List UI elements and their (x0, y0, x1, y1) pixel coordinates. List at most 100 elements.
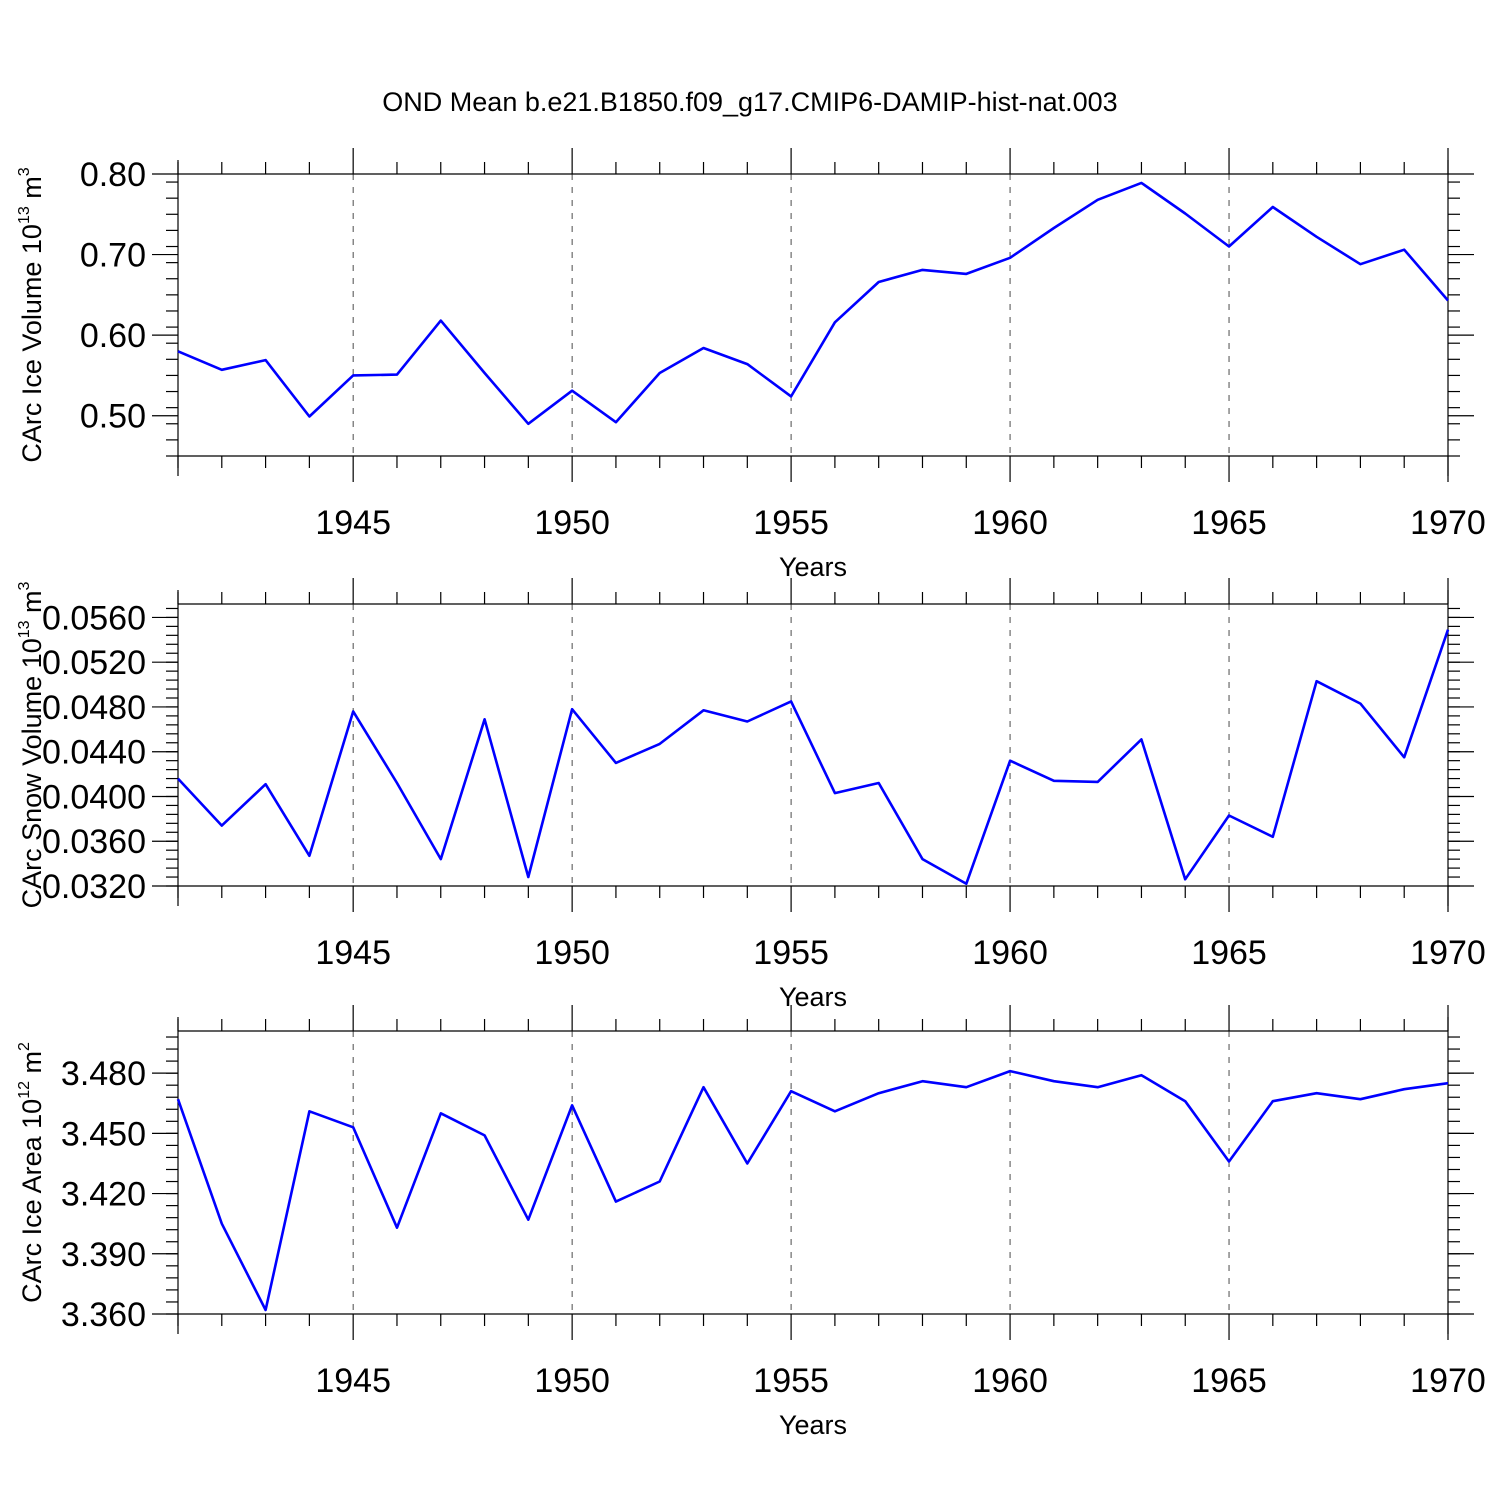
y-tick-label: 0.0320 (42, 868, 146, 906)
data-point (570, 1103, 574, 1107)
data-point (1271, 1099, 1275, 1103)
data-point (877, 1091, 881, 1095)
data-point (483, 1133, 487, 1137)
data-point (1271, 205, 1275, 209)
x-tick-label: 1960 (972, 504, 1048, 542)
data-point (1402, 248, 1406, 252)
x-tick-label: 1970 (1410, 504, 1486, 542)
data-point (351, 373, 355, 377)
x-axis-title: Years (779, 982, 847, 1012)
data-point (964, 1085, 968, 1089)
data-point (439, 857, 443, 861)
y-tick-label: 0.80 (80, 156, 146, 194)
data-point (964, 272, 968, 276)
data-point (702, 1085, 706, 1089)
y-axis-title-exponent: 13 (16, 620, 33, 638)
data-point (570, 707, 574, 711)
data-point (395, 781, 399, 785)
data-point (526, 422, 530, 426)
y-tick-label: 0.0400 (42, 778, 146, 816)
data-point (264, 1308, 268, 1312)
data-point (220, 824, 224, 828)
y-axis-title-unit-exponent: 3 (16, 581, 33, 590)
data-point (176, 777, 180, 781)
data-point (307, 1109, 311, 1113)
data-point (176, 349, 180, 353)
data-point (1446, 298, 1450, 302)
y-tick-label: 0.0360 (42, 823, 146, 861)
data-point (920, 857, 924, 861)
data-point (307, 415, 311, 419)
data-point (745, 1161, 749, 1165)
x-tick-label: 1955 (753, 504, 829, 542)
y-axis-title: CArc Ice Area 1012 m2 (16, 1042, 47, 1303)
data-point (833, 1109, 837, 1113)
figure-title: OND Mean b.e21.B1850.f09_g17.CMIP6-DAMIP… (382, 87, 1117, 117)
data-point (658, 1180, 662, 1184)
y-axis-title-main: CArc Ice Volume 10 (17, 224, 47, 463)
data-point (1227, 1159, 1231, 1163)
chart-panel-1: 0.50 0.60 0.70 0.80 1945 1950 1955 1960 1965 1970… (16, 148, 1486, 582)
x-tick-label: 1960 (972, 934, 1048, 972)
y-tick-label: 0.60 (80, 317, 146, 355)
data-point (877, 781, 881, 785)
data-point (1183, 1099, 1187, 1103)
data-point (877, 280, 881, 284)
data-point (1052, 226, 1056, 230)
chart-panel-2: 0.0320 0.0360 0.0400 0.0440 0.0480 0.0520 0.05… (16, 578, 1486, 1012)
x-tick-label: 1960 (972, 1362, 1048, 1400)
data-point (1096, 198, 1100, 202)
y-tick-label: 3.450 (61, 1115, 146, 1153)
data-point (176, 1097, 180, 1101)
data-point (1358, 1097, 1362, 1101)
x-tick-label: 1945 (315, 934, 391, 972)
x-tick-label: 1950 (534, 934, 610, 972)
data-point (702, 346, 706, 350)
data-point (1183, 211, 1187, 215)
y-axis-title-unit-exponent: 3 (16, 167, 33, 176)
data-point (1096, 1085, 1100, 1089)
data-point (702, 708, 706, 712)
data-point (351, 1125, 355, 1129)
data-series-line (177, 181, 1449, 426)
data-point (920, 268, 924, 272)
data-point (614, 420, 618, 424)
x-axis-title: Years (779, 552, 847, 582)
y-axis-title-unit-exponent: 2 (16, 1042, 33, 1051)
y-tick-label: 0.0560 (42, 599, 146, 637)
data-point (526, 1218, 530, 1222)
y-axis-title-exponent: 13 (16, 206, 33, 224)
data-point (964, 882, 968, 886)
data-point (789, 1089, 793, 1093)
x-tick-label: 1965 (1191, 1362, 1267, 1400)
x-tick-label: 1950 (534, 504, 610, 542)
y-axis-title: CArc Snow Volume 1013 m3 (16, 581, 47, 908)
x-tick-label: 1950 (534, 1362, 610, 1400)
data-point (1139, 737, 1143, 741)
data-point (789, 394, 793, 398)
data-point (570, 389, 574, 393)
y-tick-label: 0.0440 (42, 734, 146, 772)
data-point (920, 1079, 924, 1083)
y-axis-title-unit: m (17, 1051, 47, 1081)
data-point (614, 761, 618, 765)
chart-panel-3: 3.360 3.390 3.420 3.450 3.480 1945 1950 1955 196… (16, 1005, 1486, 1440)
data-point (483, 717, 487, 721)
y-tick-label: 3.480 (61, 1055, 146, 1093)
data-point (1008, 256, 1012, 260)
data-point (1315, 1091, 1319, 1095)
data-point (264, 358, 268, 362)
y-tick-label: 3.360 (61, 1296, 146, 1334)
data-point (658, 371, 662, 375)
data-point (307, 854, 311, 858)
data-point (1402, 1087, 1406, 1091)
data-point (1139, 1073, 1143, 1077)
data-series-line (176, 1069, 1449, 1312)
data-point (395, 1226, 399, 1230)
y-tick-label: 3.420 (61, 1176, 146, 1214)
y-axis-title-exponent: 12 (16, 1081, 33, 1099)
y-tick-label: 3.390 (61, 1236, 146, 1274)
data-point (439, 319, 443, 323)
data-point (745, 362, 749, 366)
